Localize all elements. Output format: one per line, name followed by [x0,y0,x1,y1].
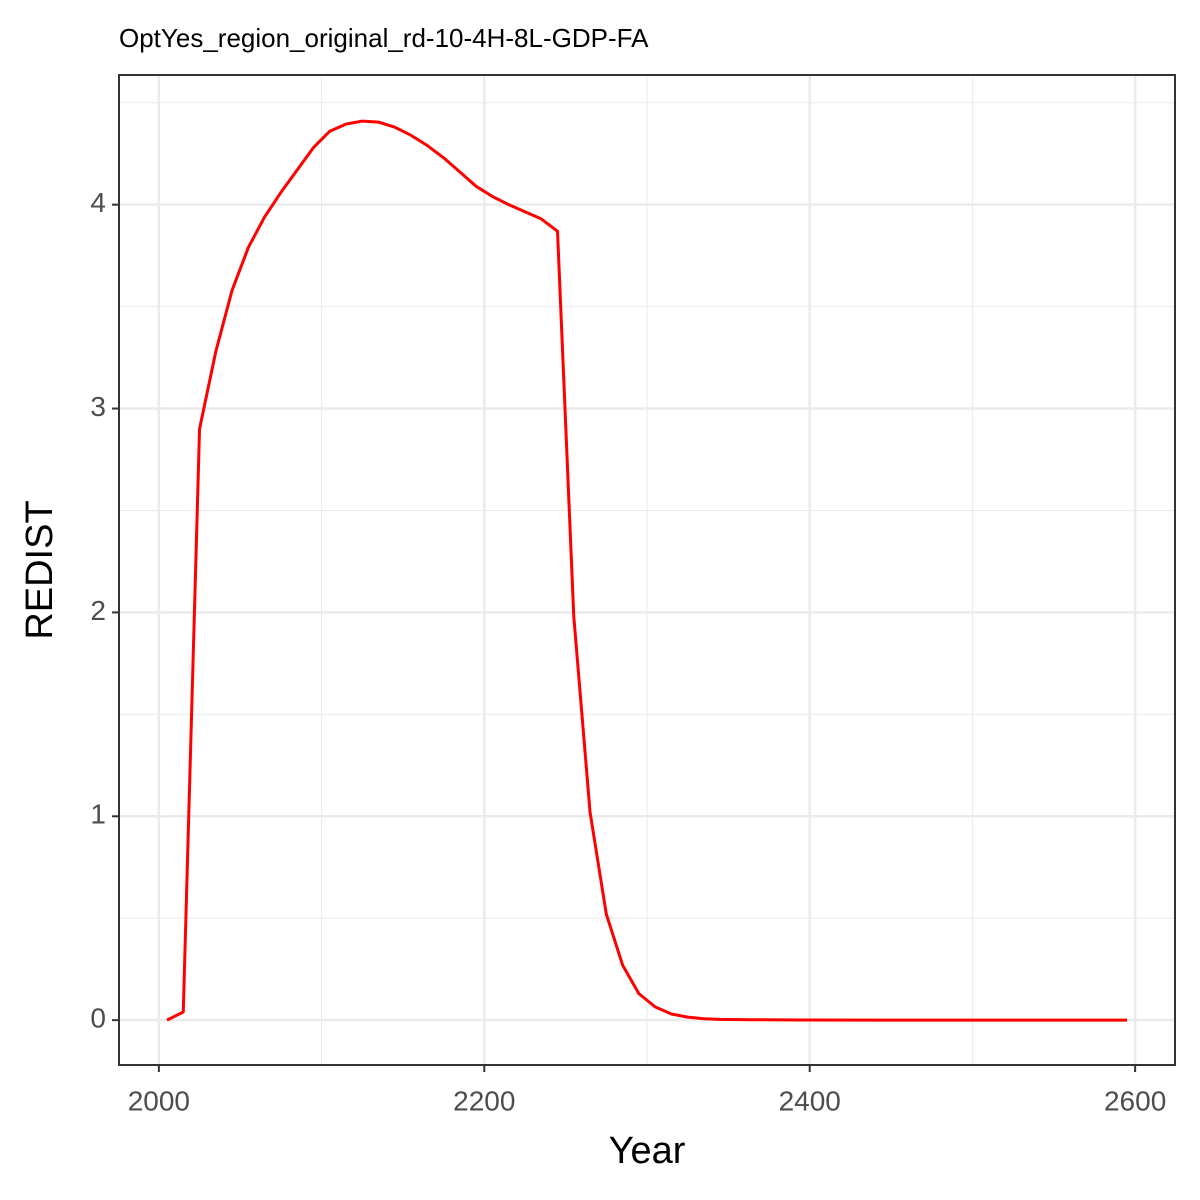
panel-border [118,74,1176,1066]
x-tick-label: 2400 [779,1085,841,1116]
x-tick-label: 2600 [1104,1085,1166,1116]
y-tick-label: 1 [90,799,106,830]
x-axis-title: Year [609,1130,686,1172]
y-tick-label: 4 [90,187,106,218]
y-axis-title: REDIST [19,500,61,639]
y-tick-label: 2 [90,595,106,626]
line [166,119,1127,1022]
y-tick-label: 3 [90,391,106,422]
x-tick-label: 2200 [453,1085,515,1116]
y-tick-label: 0 [90,1003,106,1034]
chart-title: OptYes_region_original_rd-10-4H-8L-GDP-F… [119,23,649,53]
x-tick-label: 2000 [128,1085,190,1116]
